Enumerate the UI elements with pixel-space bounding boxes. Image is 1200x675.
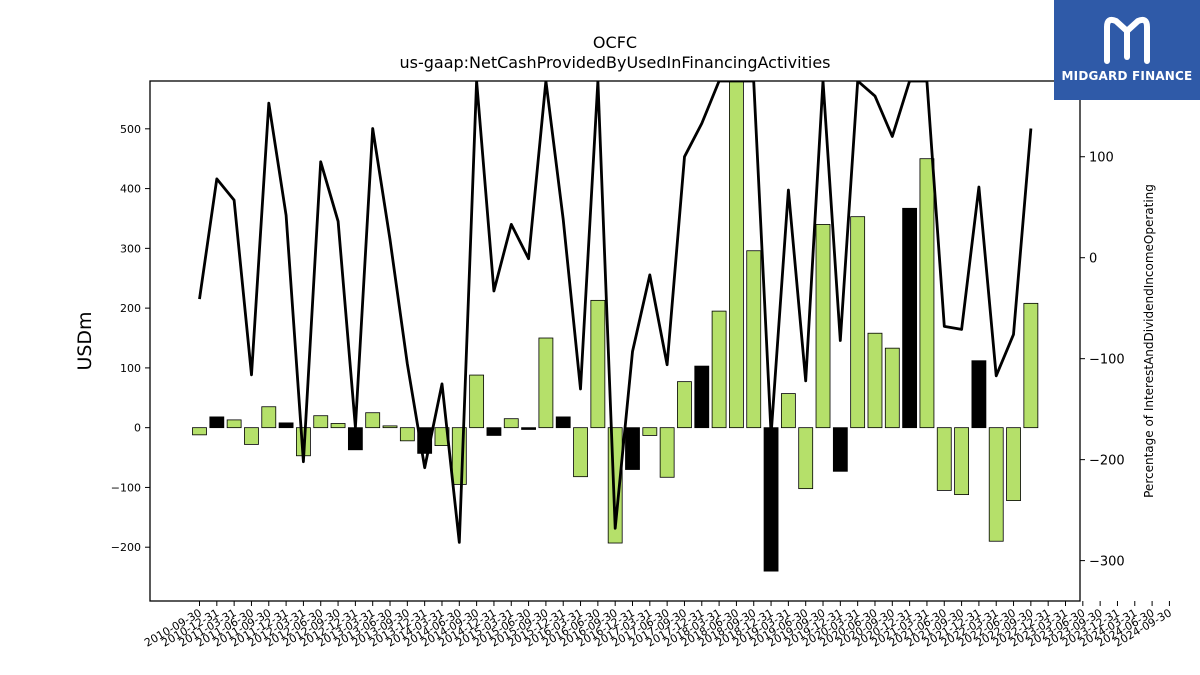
line-layer: [198, 81, 1033, 544]
bar: [226, 419, 242, 429]
midgard-m-icon: [1104, 16, 1150, 64]
bar: [365, 412, 381, 429]
bar: [763, 427, 779, 572]
bar: [538, 337, 554, 429]
chart-subtitle: us-gaap:NetCashProvidedByUsedInFinancing…: [399, 53, 830, 72]
bar: [590, 299, 606, 429]
bar: [902, 207, 918, 429]
bar: [711, 310, 727, 429]
y-tick-label: 0: [134, 422, 141, 435]
bar: [815, 224, 831, 429]
bar: [192, 427, 207, 436]
bar: [1006, 427, 1021, 501]
bar: [313, 415, 329, 429]
bar: [382, 425, 398, 429]
y2-axis-label: Percentage of InterestAndDividendIncomeO…: [1142, 184, 1156, 498]
bar: [729, 81, 744, 429]
bar: [780, 393, 796, 429]
x-axis: 2010-09-302010-12-312011-03-312011-06-30…: [142, 601, 1174, 650]
y-axis-right: −300 −200 −100 0 100: [1080, 151, 1125, 570]
bar: [573, 427, 588, 478]
bar: [486, 427, 502, 436]
bar: [677, 381, 692, 429]
y-tick-label: 200: [120, 302, 141, 315]
brand-logo: MIDGARD FINANCE: [1054, 0, 1200, 100]
bar: [936, 427, 952, 491]
y2-tick-label: 0: [1089, 252, 1097, 267]
bar: [347, 427, 363, 451]
y-axis-left: −200 −100 0 100 200 300 400 500: [111, 123, 150, 554]
y-tick-label: 100: [120, 362, 141, 375]
y2-tick-label: 100: [1089, 151, 1114, 166]
bar: [832, 427, 848, 472]
y2-tick-label: −300: [1089, 555, 1125, 570]
bar: [798, 427, 814, 490]
y-tick-label: 500: [120, 123, 141, 136]
bar: [555, 416, 571, 429]
y2-tick-label: −100: [1089, 353, 1125, 368]
bar: [399, 427, 415, 442]
bar: [244, 427, 259, 445]
bar: [867, 332, 883, 429]
bar: [954, 427, 969, 496]
y-tick-label: 300: [120, 242, 141, 255]
bar: [1023, 302, 1039, 429]
y-axis-label: USDm: [74, 311, 96, 370]
bar: [988, 427, 1004, 542]
bar: [971, 360, 987, 429]
y-tick-label: 400: [120, 183, 141, 196]
brand-name: MIDGARD FINANCE: [1061, 69, 1193, 83]
bar: [209, 416, 225, 429]
bar: [850, 216, 866, 429]
bar: [659, 427, 675, 478]
bar: [278, 422, 294, 429]
y-tick-label: −100: [111, 481, 141, 494]
bar: [521, 427, 536, 430]
y-tick-label: −200: [111, 541, 141, 554]
bar: [919, 158, 935, 429]
bar: [261, 406, 277, 429]
series-line: [198, 81, 1033, 544]
bars-layer: [192, 81, 1039, 572]
y2-tick-label: −200: [1089, 454, 1125, 469]
bar: [503, 418, 519, 429]
chart-title: OCFC: [593, 33, 637, 52]
bar: [469, 374, 485, 429]
bar: [642, 427, 658, 436]
bar: [330, 423, 346, 429]
bar: [884, 347, 900, 429]
bar: [625, 427, 640, 470]
bar: [694, 365, 710, 429]
bar: [746, 250, 762, 429]
